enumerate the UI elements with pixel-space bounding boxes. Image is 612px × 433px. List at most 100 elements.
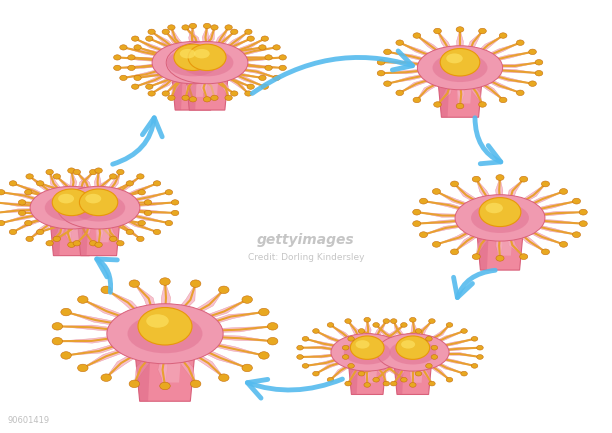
- Polygon shape: [455, 184, 485, 206]
- Ellipse shape: [101, 286, 111, 294]
- Ellipse shape: [433, 188, 441, 194]
- Ellipse shape: [9, 229, 17, 235]
- Polygon shape: [166, 74, 193, 94]
- Ellipse shape: [265, 65, 272, 71]
- Polygon shape: [205, 335, 272, 341]
- Polygon shape: [76, 213, 121, 255]
- Polygon shape: [506, 232, 524, 257]
- Polygon shape: [22, 202, 70, 207]
- Ellipse shape: [461, 329, 468, 333]
- Polygon shape: [222, 56, 269, 62]
- Ellipse shape: [72, 194, 125, 222]
- Ellipse shape: [477, 355, 483, 359]
- Ellipse shape: [384, 81, 391, 87]
- Polygon shape: [171, 68, 215, 110]
- Ellipse shape: [431, 346, 438, 350]
- Polygon shape: [66, 340, 129, 355]
- Ellipse shape: [203, 23, 211, 29]
- Polygon shape: [134, 341, 151, 401]
- Polygon shape: [236, 58, 283, 62]
- Polygon shape: [410, 365, 416, 385]
- Ellipse shape: [188, 44, 226, 71]
- Ellipse shape: [168, 25, 175, 30]
- Ellipse shape: [302, 364, 308, 368]
- Ellipse shape: [181, 49, 233, 76]
- Ellipse shape: [376, 333, 449, 371]
- Polygon shape: [531, 211, 583, 217]
- Polygon shape: [171, 76, 187, 98]
- Ellipse shape: [146, 36, 153, 41]
- Polygon shape: [0, 208, 43, 213]
- Ellipse shape: [120, 75, 127, 81]
- Ellipse shape: [409, 317, 416, 322]
- Polygon shape: [83, 346, 136, 368]
- Ellipse shape: [247, 36, 255, 41]
- Ellipse shape: [456, 27, 464, 32]
- Ellipse shape: [134, 45, 141, 50]
- Ellipse shape: [166, 49, 219, 76]
- Ellipse shape: [535, 71, 543, 76]
- Polygon shape: [506, 179, 524, 204]
- Polygon shape: [184, 290, 224, 318]
- Polygon shape: [96, 222, 103, 245]
- Polygon shape: [112, 219, 140, 239]
- Ellipse shape: [479, 28, 487, 34]
- Ellipse shape: [117, 169, 124, 175]
- Polygon shape: [29, 177, 58, 197]
- Ellipse shape: [26, 236, 34, 242]
- Ellipse shape: [245, 29, 252, 34]
- Polygon shape: [186, 77, 195, 99]
- Polygon shape: [351, 356, 390, 366]
- Polygon shape: [233, 67, 277, 78]
- Ellipse shape: [225, 95, 233, 100]
- Ellipse shape: [345, 381, 351, 386]
- Polygon shape: [159, 345, 182, 382]
- Polygon shape: [394, 321, 408, 341]
- Ellipse shape: [134, 75, 141, 81]
- Ellipse shape: [136, 236, 144, 242]
- Ellipse shape: [190, 280, 201, 288]
- Ellipse shape: [247, 84, 255, 89]
- Polygon shape: [457, 29, 463, 53]
- Ellipse shape: [165, 220, 173, 226]
- Ellipse shape: [162, 91, 170, 96]
- Polygon shape: [456, 76, 472, 103]
- Ellipse shape: [245, 91, 252, 96]
- Polygon shape: [236, 63, 283, 68]
- Polygon shape: [85, 177, 113, 197]
- Ellipse shape: [37, 229, 44, 235]
- Ellipse shape: [0, 220, 5, 226]
- Ellipse shape: [242, 296, 252, 303]
- Ellipse shape: [471, 336, 478, 341]
- Ellipse shape: [211, 95, 218, 100]
- Ellipse shape: [348, 336, 354, 341]
- Polygon shape: [92, 216, 130, 232]
- Ellipse shape: [383, 319, 390, 323]
- Ellipse shape: [73, 169, 81, 175]
- Ellipse shape: [434, 102, 441, 107]
- Ellipse shape: [383, 381, 390, 386]
- Polygon shape: [385, 360, 419, 374]
- Ellipse shape: [471, 203, 529, 233]
- Polygon shape: [466, 81, 482, 104]
- Ellipse shape: [356, 340, 370, 349]
- Polygon shape: [50, 172, 65, 194]
- Ellipse shape: [242, 364, 252, 372]
- Ellipse shape: [182, 95, 189, 100]
- Polygon shape: [372, 321, 386, 341]
- Ellipse shape: [165, 190, 173, 195]
- Ellipse shape: [52, 189, 91, 216]
- Ellipse shape: [114, 65, 121, 71]
- Polygon shape: [305, 339, 345, 348]
- Polygon shape: [466, 31, 482, 54]
- Polygon shape: [13, 216, 51, 232]
- Polygon shape: [379, 325, 404, 343]
- Ellipse shape: [396, 40, 403, 45]
- Polygon shape: [201, 340, 264, 355]
- Polygon shape: [199, 27, 214, 50]
- Ellipse shape: [542, 249, 550, 255]
- Polygon shape: [348, 357, 387, 394]
- Ellipse shape: [148, 29, 155, 34]
- Ellipse shape: [46, 241, 53, 246]
- Ellipse shape: [160, 278, 170, 285]
